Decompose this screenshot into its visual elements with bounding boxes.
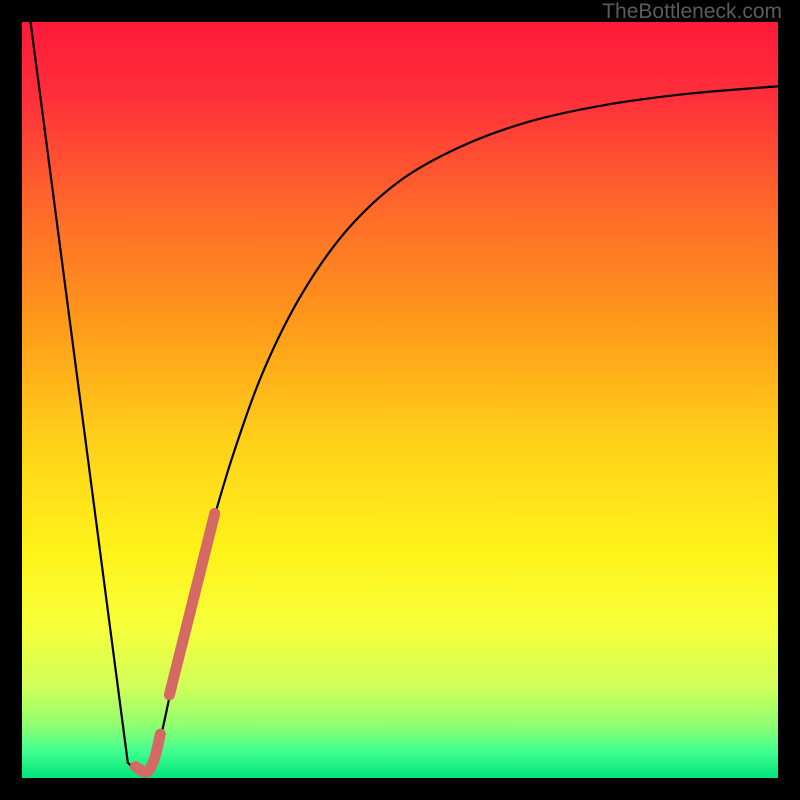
figure-root: TheBottleneck.com — [0, 0, 800, 800]
highlight-segment-1 — [169, 513, 214, 694]
bottleneck-curve — [30, 14, 778, 776]
plot-area — [22, 22, 778, 778]
highlight-group — [135, 513, 214, 772]
watermark-text: TheBottleneck.com — [602, 0, 782, 24]
highlight-segment-0 — [135, 734, 160, 772]
plot-svg — [22, 22, 778, 778]
